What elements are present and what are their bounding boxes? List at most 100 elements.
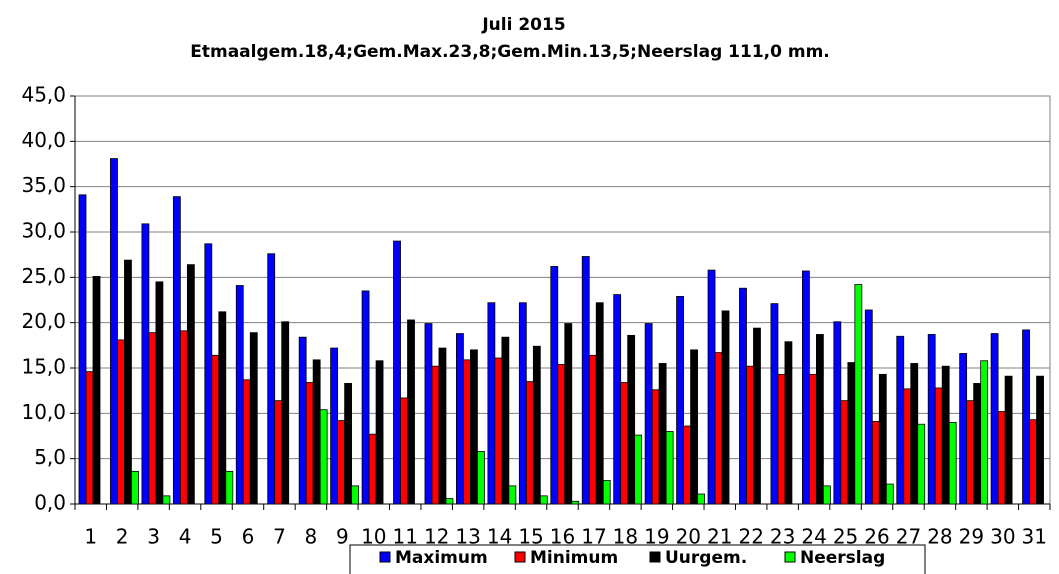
bar xyxy=(896,335,905,505)
bar xyxy=(644,323,653,505)
bar xyxy=(368,433,377,505)
bar xyxy=(854,284,863,505)
x-tick-label: 24 xyxy=(801,525,826,549)
bar xyxy=(407,319,415,505)
bar xyxy=(375,360,384,505)
x-tick-label: 4 xyxy=(179,525,192,549)
bar xyxy=(281,321,290,505)
bar xyxy=(571,500,580,505)
bar xyxy=(162,495,171,505)
y-tick-label: 10,0 xyxy=(21,400,66,424)
bar xyxy=(634,434,643,505)
bar xyxy=(267,253,276,505)
bar xyxy=(525,381,534,505)
bar xyxy=(312,359,321,505)
bar xyxy=(840,400,849,505)
bar xyxy=(707,269,716,505)
bar xyxy=(651,389,660,505)
bar xyxy=(477,451,485,505)
x-tick-label: 10 xyxy=(361,525,386,549)
bar xyxy=(550,266,559,505)
legend-label: Neerslag xyxy=(800,548,885,568)
bar xyxy=(613,294,622,505)
x-tick-label: 11 xyxy=(393,525,418,549)
bar xyxy=(1022,329,1030,505)
bar xyxy=(910,363,919,505)
y-tick-label: 15,0 xyxy=(21,355,66,379)
x-tick-label: 25 xyxy=(833,525,858,549)
bar xyxy=(330,347,339,505)
bar xyxy=(581,256,590,505)
legend-swatch xyxy=(514,551,526,563)
bar xyxy=(627,334,636,505)
bar xyxy=(1004,375,1013,505)
bar xyxy=(361,290,370,505)
y-tick-label: 45,0 xyxy=(21,83,66,107)
x-tick-label: 20 xyxy=(676,525,701,549)
bar xyxy=(445,498,454,505)
bar xyxy=(990,333,999,505)
bar xyxy=(665,431,674,505)
legend-label: Minimum xyxy=(530,548,618,568)
legend-swatch xyxy=(379,551,391,563)
bar xyxy=(400,397,408,505)
bar xyxy=(1029,419,1037,505)
bar xyxy=(532,345,541,505)
bar xyxy=(117,339,125,505)
bar xyxy=(172,196,181,505)
x-tick-label: 30 xyxy=(990,525,1015,549)
bar xyxy=(885,483,894,505)
bar xyxy=(539,495,548,505)
chart-title: Juli 2015 xyxy=(481,15,565,35)
bar xyxy=(298,336,307,505)
bar xyxy=(602,480,611,505)
x-tick-label: 3 xyxy=(147,525,160,549)
bar xyxy=(204,243,213,505)
y-tick-label: 30,0 xyxy=(21,219,66,243)
bar xyxy=(878,373,887,505)
bar xyxy=(351,485,360,505)
y-tick-label: 35,0 xyxy=(21,173,66,197)
bar xyxy=(777,373,786,505)
bar xyxy=(948,421,957,505)
bar xyxy=(739,287,747,505)
x-tick-label: 8 xyxy=(305,525,318,549)
bar xyxy=(463,359,471,505)
x-tick-label: 1 xyxy=(84,525,97,549)
x-tick-label: 21 xyxy=(707,525,732,549)
bar xyxy=(218,311,227,505)
legend-label: Uurgem. xyxy=(665,548,747,568)
bar xyxy=(934,387,943,505)
bar xyxy=(690,349,698,505)
x-tick-label: 6 xyxy=(242,525,255,549)
chart-subtitle: Etmaalgem.18,4;Gem.Max.23,8;Gem.Min.13,5… xyxy=(190,42,830,62)
bar xyxy=(211,354,220,505)
bar xyxy=(78,194,87,505)
bar xyxy=(501,336,510,505)
bar xyxy=(494,357,503,505)
x-tick-label: 23 xyxy=(770,525,795,549)
bar xyxy=(997,411,1006,505)
bar xyxy=(658,363,667,505)
bar xyxy=(508,485,517,505)
bar xyxy=(249,332,258,505)
bar xyxy=(85,371,94,505)
bar xyxy=(833,321,842,505)
bar xyxy=(242,379,251,505)
bar xyxy=(225,470,234,505)
bar xyxy=(141,223,150,505)
bar xyxy=(1036,375,1044,505)
x-tick-label: 27 xyxy=(896,525,921,549)
bar xyxy=(927,334,936,505)
bar xyxy=(305,382,314,505)
bar xyxy=(917,423,926,505)
bar xyxy=(815,334,824,505)
bar xyxy=(518,302,527,505)
bar xyxy=(676,295,684,505)
bar xyxy=(186,264,195,505)
bar xyxy=(801,270,810,505)
bar xyxy=(871,421,880,505)
bar xyxy=(847,362,856,505)
x-tick-label: 16 xyxy=(550,525,575,549)
x-tick-label: 17 xyxy=(581,525,606,549)
